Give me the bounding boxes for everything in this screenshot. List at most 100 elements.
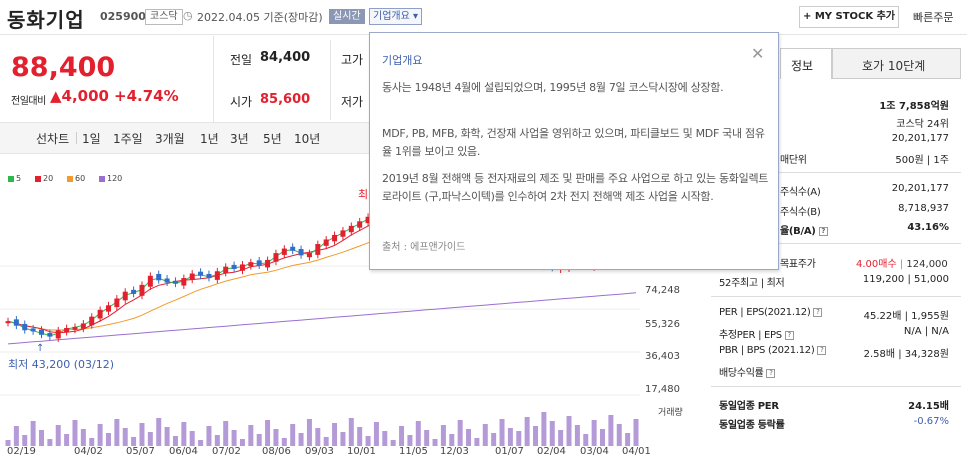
tab-orderbook-label: 호가 10단계 — [862, 59, 926, 73]
volume-bar — [625, 433, 631, 446]
candle — [223, 266, 229, 274]
low-marker-arrow: ↑ — [36, 343, 45, 354]
info-icon[interactable]: ? — [766, 368, 776, 378]
market-cap: 1조 7,858억원 — [879, 101, 949, 112]
candle — [265, 259, 271, 268]
candle — [315, 244, 321, 255]
candle — [340, 230, 346, 237]
low-label: 저가 — [341, 95, 364, 109]
realtime-button[interactable]: 실시간 — [329, 9, 365, 24]
divider — [711, 386, 961, 387]
candle — [38, 329, 44, 335]
tab-3m[interactable]: 3개월 — [155, 132, 185, 146]
volume-bar — [281, 438, 287, 446]
divider — [711, 172, 961, 173]
x-tick: 08/06 — [262, 446, 291, 457]
y-tick-2: 55,326 — [645, 319, 680, 330]
volume-bar — [415, 421, 421, 446]
est-per-label: 추정PER | EPS ? — [719, 326, 794, 341]
candle — [97, 309, 103, 319]
quick-order-button[interactable]: 빠른주문 — [913, 11, 954, 24]
tab-info[interactable] — [780, 48, 832, 79]
tab-orderbook[interactable] — [832, 48, 961, 79]
quote-date: 2022.04.05 기준(장마감) — [197, 9, 323, 25]
volume-bar — [348, 418, 354, 446]
stock-name: 동화기업 — [7, 8, 85, 32]
candle — [80, 323, 86, 329]
dividend-label: 배당수익률 ? — [719, 364, 776, 379]
candle — [231, 264, 237, 269]
volume-bar — [139, 423, 145, 446]
x-tick: 10/01 — [347, 446, 376, 457]
volume-bar — [399, 426, 405, 446]
tab-line-chart[interactable]: 선차트 — [36, 132, 70, 146]
pbr-value: 2.58배 | 34,328원 — [863, 349, 949, 360]
foreign-own-label: 주식수(B) — [780, 207, 821, 218]
info-icon[interactable]: ? — [817, 345, 827, 355]
foreign-own: 8,718,937 — [898, 203, 949, 214]
popup-source: 출처 : 에프앤가이드 — [382, 242, 466, 253]
volume-bar — [239, 439, 245, 446]
y-tick-4: 17,480 — [645, 384, 680, 395]
candle — [206, 273, 212, 279]
basis-text: 기준(장마감) — [263, 11, 323, 24]
overview-dropdown[interactable]: 기업개요 ▾ — [369, 8, 422, 25]
tab-1y[interactable]: 1년 — [200, 132, 219, 146]
tab-10y[interactable]: 10년 — [294, 132, 321, 146]
volume-bar — [474, 438, 480, 446]
price-change: ▲4,000 — [50, 87, 109, 105]
x-tick: 02/19 — [7, 446, 36, 457]
volume-bar — [558, 430, 564, 446]
clock-icon: ◷ — [183, 9, 193, 22]
close-icon[interactable]: ✕ — [751, 44, 765, 63]
shares: 20,201,177 — [891, 133, 949, 144]
volume-bar — [583, 434, 589, 446]
tab-divider — [76, 132, 77, 144]
tab-3y[interactable]: 3년 — [230, 132, 249, 146]
ma20-label: 20 — [43, 174, 54, 183]
volume-bar — [357, 427, 363, 446]
candle — [47, 332, 53, 337]
info-icon[interactable]: ? — [813, 307, 823, 317]
candle — [114, 298, 120, 308]
volume-bar — [30, 421, 36, 446]
info-icon[interactable]: ? — [818, 226, 828, 236]
info-icon[interactable]: ? — [784, 330, 794, 340]
unit-value: 500원 | 1주 — [895, 155, 949, 166]
volume-bar — [181, 422, 187, 446]
volume-bar — [172, 436, 178, 446]
volume-legend: 거래량 — [658, 408, 683, 418]
add-mystock-button[interactable]: + MY STOCK 추가 — [799, 6, 899, 28]
target-label: 목표주가 — [780, 259, 816, 270]
tab-1w[interactable]: 1주일 — [113, 132, 143, 146]
candle — [273, 253, 279, 262]
volume-bar — [440, 425, 446, 446]
foreign-ratio-text: 율(B/A) — [780, 226, 816, 237]
ma60-label: 60 — [75, 174, 86, 183]
x-tick: 12/03 — [440, 446, 469, 457]
x-tick: 04/02 — [74, 446, 103, 457]
volume-bar — [507, 428, 513, 446]
prev-close-label: 전일 — [230, 53, 253, 67]
per-value: 45.22배 | 1,955원 — [863, 311, 949, 322]
candle — [5, 321, 11, 324]
volume-bar — [214, 435, 220, 446]
volume-bar — [89, 438, 95, 446]
industry-rate-label[interactable]: 동일업종 등락률 — [719, 420, 785, 431]
volume-bar — [365, 436, 371, 446]
volume-bar — [574, 425, 580, 446]
industry-rate: -0.67% — [913, 416, 949, 427]
candle — [298, 249, 304, 256]
industry-per-label[interactable]: 동일업종 PER — [719, 401, 779, 412]
pbr-label: PBR | BPS (2021.12) ? — [719, 345, 827, 356]
ma60-swatch — [67, 176, 73, 182]
target-sep: | — [899, 259, 904, 270]
per-label-text: PER | EPS(2021.12) — [719, 307, 811, 318]
candle — [248, 262, 254, 267]
x-tick: 09/03 — [305, 446, 334, 457]
tab-1d[interactable]: 1일 — [82, 132, 101, 146]
tab-5y[interactable]: 5년 — [263, 132, 282, 146]
y-tick-1: 74,248 — [645, 285, 680, 296]
volume-bar — [516, 431, 522, 446]
candle — [156, 273, 162, 281]
